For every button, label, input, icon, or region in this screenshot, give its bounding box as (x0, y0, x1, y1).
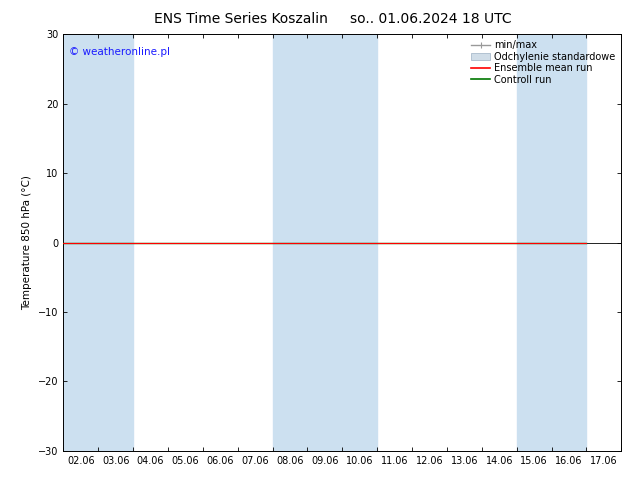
Text: ENS Time Series Koszalin: ENS Time Series Koszalin (154, 12, 328, 26)
Bar (273, 34, 377, 451)
Text: © weatheronline.pl: © weatheronline.pl (69, 47, 170, 57)
Bar (63, 34, 133, 451)
Y-axis label: Temperature 850 hPa (°C): Temperature 850 hPa (°C) (22, 175, 32, 310)
Legend: min/max, Odchylenie standardowe, Ensemble mean run, Controll run: min/max, Odchylenie standardowe, Ensembl… (467, 36, 619, 88)
Text: so.. 01.06.2024 18 UTC: so.. 01.06.2024 18 UTC (351, 12, 512, 26)
Bar (517, 34, 586, 451)
